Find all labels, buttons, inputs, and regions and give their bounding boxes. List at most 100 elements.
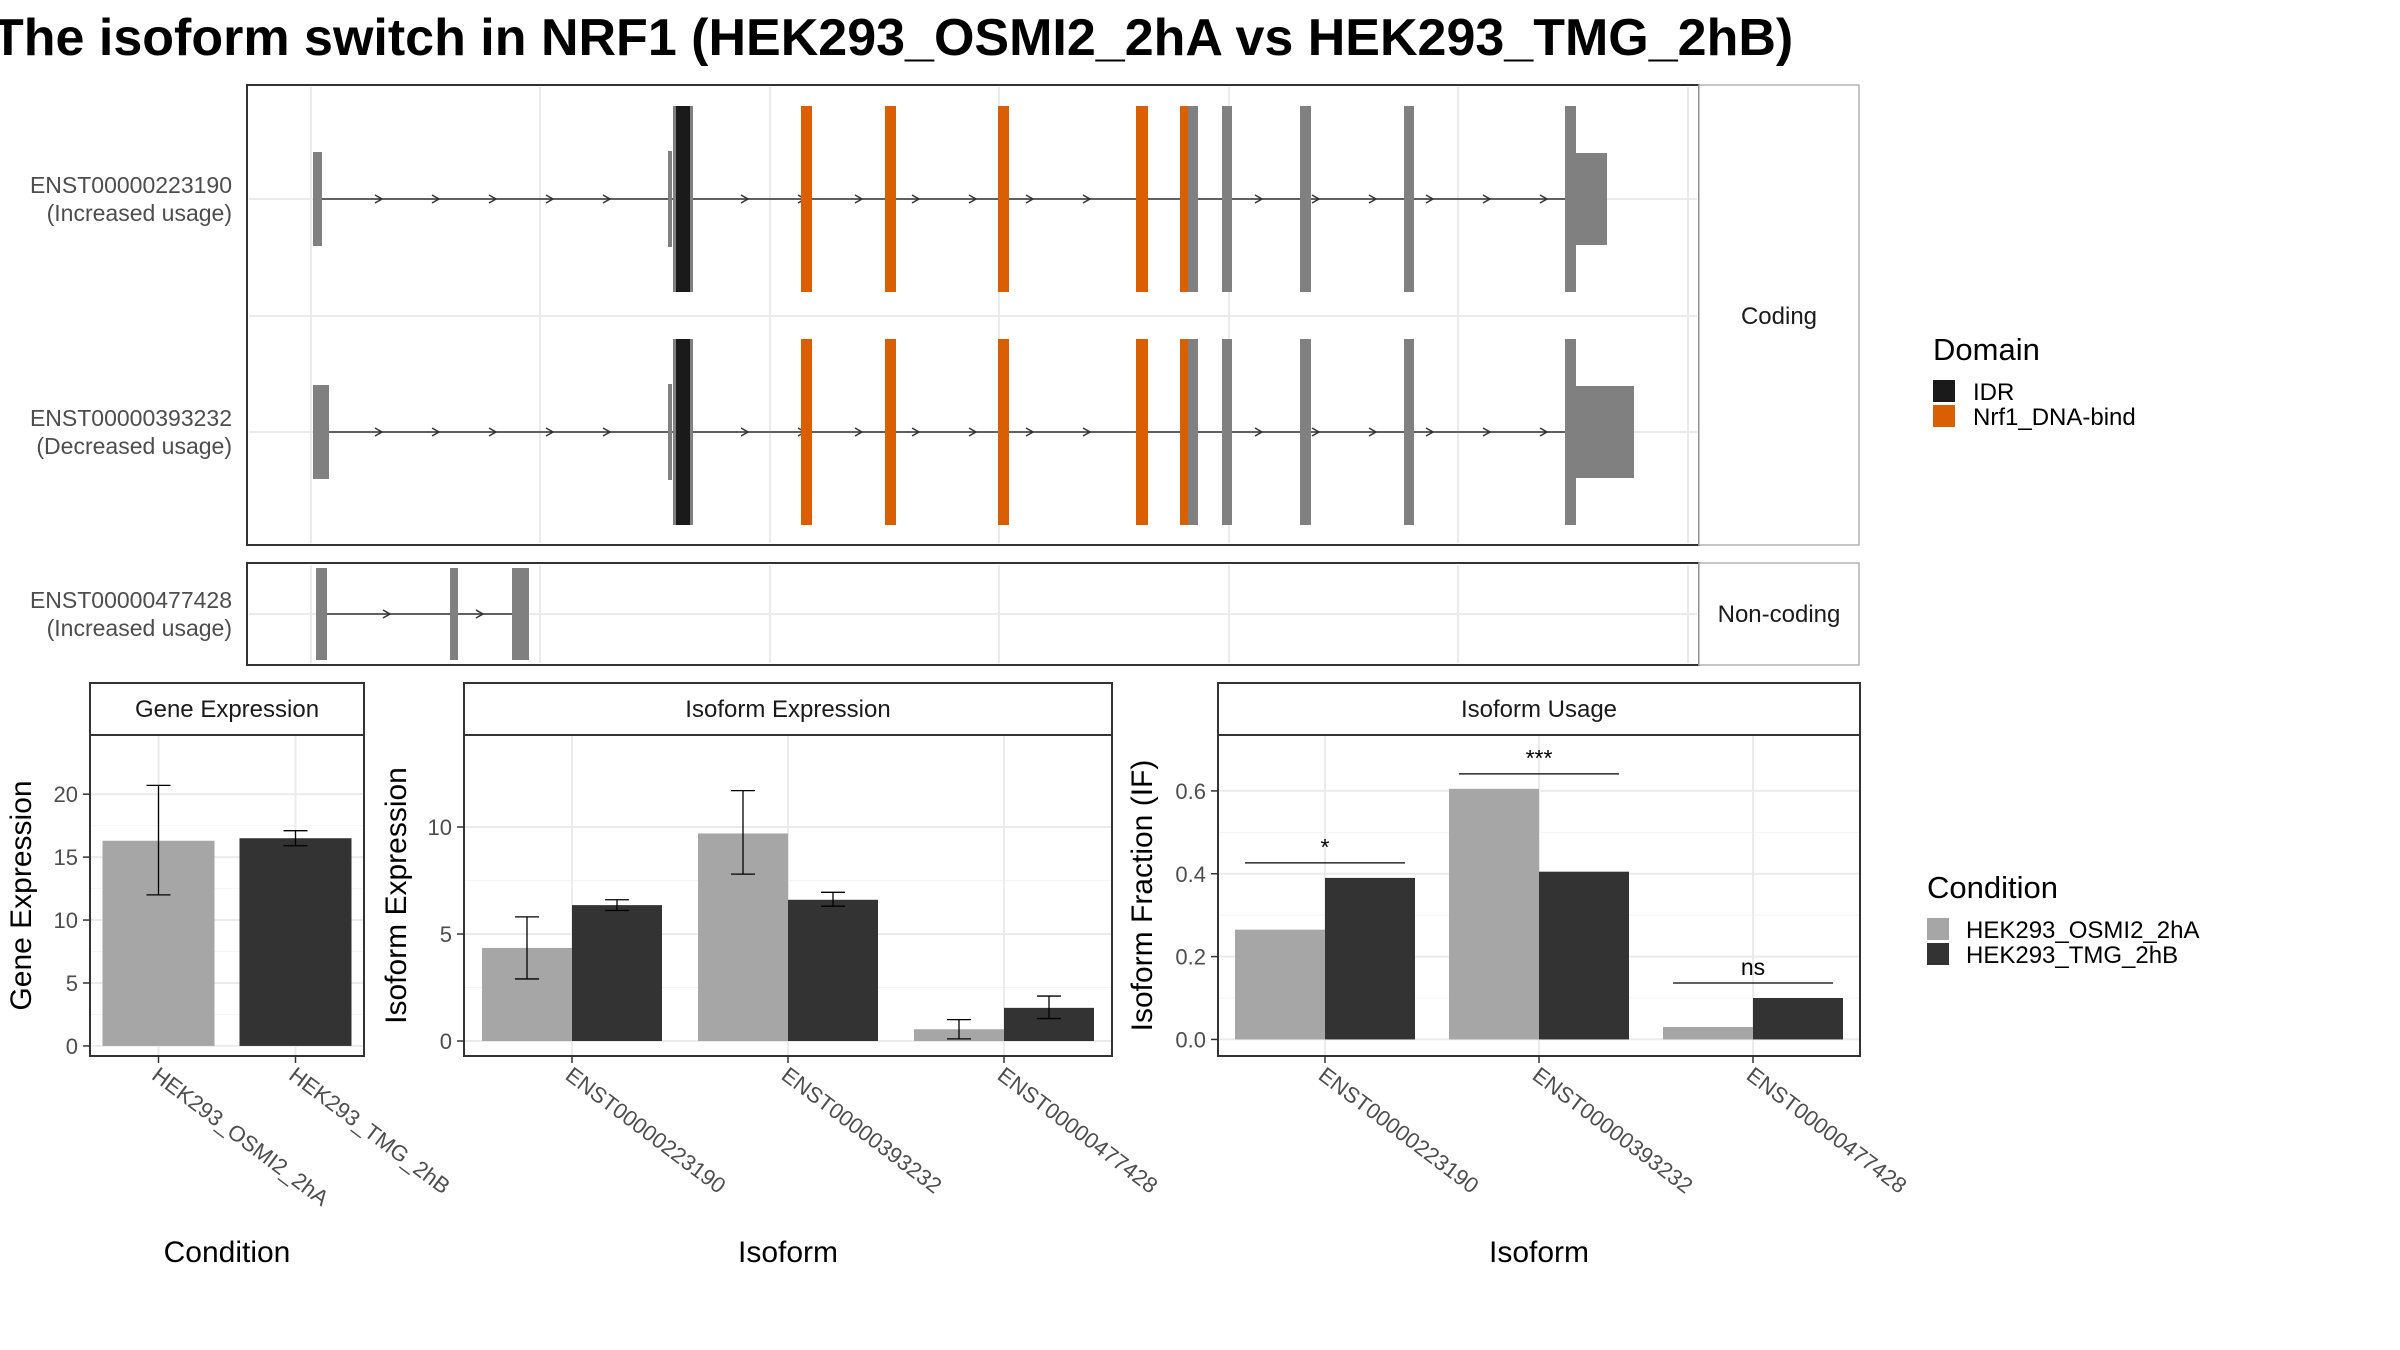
transcript-usage-label: (Increased usage): [47, 615, 232, 641]
domain-nrf1-dna-bind: [885, 106, 896, 292]
direction-arrow: [1025, 194, 1035, 204]
direction-arrow: [1311, 427, 1321, 437]
direction-arrow: [602, 427, 612, 437]
direction-arrow: [740, 427, 750, 437]
exon-utr: [313, 385, 329, 479]
legend-swatch: [1927, 943, 1949, 965]
direction-arrow: [1425, 194, 1435, 204]
direction-arrow: [1539, 194, 1549, 204]
domain-nrf1-dna-bind: [1136, 106, 1148, 292]
direction-arrow: [1482, 427, 1492, 437]
legend-swatch: [1933, 405, 1955, 427]
exon: [1188, 339, 1198, 525]
exon: [450, 568, 458, 660]
y-tick-label: 5: [440, 922, 452, 947]
significance-label: ns: [1741, 954, 1765, 980]
direction-arrow: [382, 609, 392, 619]
y-tick-label: 10: [428, 815, 452, 840]
transcript-id-label: ENST00000223190: [30, 172, 232, 198]
x-axis-title: Isoform: [738, 1236, 838, 1269]
direction-arrow: [602, 194, 612, 204]
y-axis-title: Isoform Expression: [380, 767, 413, 1024]
bar: [239, 838, 352, 1046]
direction-arrow: [1254, 427, 1264, 437]
direction-arrow: [968, 427, 978, 437]
bar: [1663, 1027, 1753, 1040]
bar: [1449, 788, 1539, 1040]
strip-label-coding: Coding: [1741, 303, 1817, 330]
y-tick-label: 5: [66, 971, 78, 996]
domain-nrf1-dna-bind: [801, 106, 812, 292]
legend-item-label: IDR: [1973, 379, 2014, 406]
direction-arrow: [374, 427, 384, 437]
x-tick-label: ENST00000393232: [1528, 1062, 1697, 1198]
significance-label: ***: [1526, 745, 1553, 771]
exon: [1565, 106, 1576, 292]
direction-arrow: [1482, 194, 1492, 204]
significance-label: *: [1321, 834, 1330, 860]
direction-arrow: [1539, 427, 1549, 437]
domain-nrf1-dna-bind: [1136, 339, 1148, 525]
exon: [1222, 339, 1232, 525]
domain-nrf1-dna-bind: [801, 339, 812, 525]
bar: [788, 899, 878, 1042]
transcript-structure-panel: Coding Non-coding ENST00000223190 (Increase…: [30, 84, 1860, 666]
direction-arrow: [431, 194, 441, 204]
strip-label-noncoding: Non-coding: [1718, 601, 1841, 628]
y-tick-label: 10: [54, 908, 78, 933]
panel-strip: [463, 682, 1113, 736]
y-tick-label: 0: [440, 1029, 452, 1054]
x-tick-label: ENST00000223190: [1314, 1062, 1483, 1198]
panel-strip-label: Isoform Expression: [685, 696, 890, 723]
domain-idr: [676, 339, 690, 525]
exon: [1300, 339, 1311, 525]
exon-utr: [1576, 386, 1634, 478]
isoform-usage-panel: Isoform Usage****ns0.00.20.40.6ENST00000…: [1126, 682, 1911, 1269]
direction-arrow: [1254, 194, 1264, 204]
direction-arrow: [1082, 194, 1092, 204]
exon: [668, 151, 672, 247]
strip-box: [1698, 84, 1860, 546]
condition-legend-title: Condition: [1927, 870, 2058, 905]
bar: [1539, 871, 1629, 1040]
exon-utr: [313, 152, 322, 246]
bar: [1753, 998, 1843, 1040]
x-tick-label: ENST00000477428: [1742, 1062, 1911, 1198]
transcript-id-label: ENST00000393232: [30, 405, 232, 431]
direction-arrow: [1025, 427, 1035, 437]
direction-arrow: [545, 194, 555, 204]
exon: [512, 568, 529, 660]
transcript-usage-label: (Decreased usage): [36, 433, 232, 459]
panel-strip-label: Gene Expression: [135, 696, 319, 723]
isoform-expression-panel: Isoform Expression 0 5 10 ENST00000223190 ENS…: [380, 682, 1162, 1269]
panel-border: [89, 734, 365, 1057]
exon: [1565, 339, 1576, 525]
x-tick-label: ENST00000393232: [777, 1062, 946, 1198]
y-tick-label: 0.6: [1175, 779, 1206, 804]
bar: [1325, 877, 1415, 1040]
y-tick-label: 0.0: [1175, 1027, 1206, 1052]
y-tick-label: 0.4: [1175, 862, 1206, 887]
exon: [1300, 106, 1311, 292]
x-tick-label: ENST00000477428: [993, 1062, 1162, 1198]
domain-nrf1-dna-bind: [1180, 106, 1188, 292]
direction-arrow: [545, 427, 555, 437]
direction-arrow: [968, 194, 978, 204]
direction-arrow: [1368, 427, 1378, 437]
bar: [572, 905, 662, 1042]
exon: [1188, 106, 1198, 292]
y-axis-title: Gene Expression: [5, 780, 38, 1010]
legend-item-label: HEK293_OSMI2_2hA: [1966, 917, 2199, 944]
direction-arrow: [374, 194, 384, 204]
x-tick-label: ENST00000223190: [561, 1062, 730, 1198]
x-axis-title: Isoform: [1489, 1236, 1589, 1269]
chart-title: The isoform switch in NRF1 (HEK293_OSMI2…: [0, 9, 1794, 67]
y-axis-title: Isoform Fraction (IF): [1126, 760, 1159, 1032]
strip-box: [1698, 562, 1860, 666]
exon-utr: [1576, 153, 1607, 245]
domain-nrf1-dna-bind: [1180, 339, 1188, 525]
direction-arrow: [1311, 194, 1321, 204]
direction-arrow: [431, 427, 441, 437]
